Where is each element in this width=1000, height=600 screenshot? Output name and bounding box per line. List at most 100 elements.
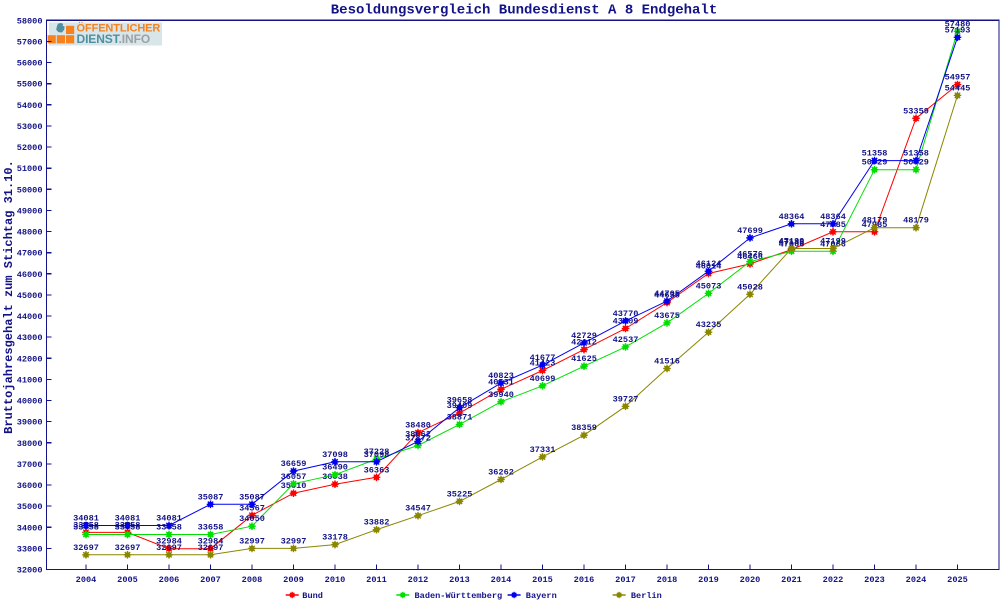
- svg-text:32697: 32697: [198, 543, 224, 553]
- svg-text:45028: 45028: [737, 282, 763, 292]
- svg-text:58000: 58000: [17, 16, 43, 26]
- svg-text:2019: 2019: [698, 575, 719, 585]
- svg-text:57000: 57000: [17, 37, 43, 47]
- svg-text:38359: 38359: [571, 423, 597, 433]
- svg-text:2012: 2012: [408, 575, 429, 585]
- svg-text:57480: 57480: [945, 19, 971, 29]
- svg-text:2021: 2021: [781, 575, 802, 585]
- svg-text:44635: 44635: [654, 291, 680, 301]
- svg-text:57193: 57193: [945, 25, 971, 35]
- svg-text:2015: 2015: [532, 575, 553, 585]
- svg-text:34567: 34567: [239, 503, 265, 513]
- svg-text:41625: 41625: [571, 354, 597, 364]
- svg-text:2018: 2018: [657, 575, 678, 585]
- svg-text:2006: 2006: [159, 575, 180, 585]
- svg-text:ÖFFENTLICHER: ÖFFENTLICHER: [77, 22, 161, 35]
- svg-text:42729: 42729: [571, 331, 597, 341]
- svg-text:48000: 48000: [17, 228, 43, 238]
- svg-text:DIENST.INFO: DIENST.INFO: [77, 32, 151, 46]
- svg-text:46000: 46000: [17, 270, 43, 280]
- svg-text:36490: 36490: [322, 463, 348, 473]
- svg-text:49000: 49000: [17, 206, 43, 216]
- svg-text:2017: 2017: [615, 575, 636, 585]
- svg-text:54957: 54957: [945, 73, 971, 83]
- svg-text:37000: 37000: [17, 460, 43, 470]
- svg-text:36057: 36057: [281, 472, 307, 482]
- svg-text:2023: 2023: [864, 575, 885, 585]
- svg-text:54000: 54000: [17, 101, 43, 111]
- svg-text:32697: 32697: [115, 543, 141, 553]
- svg-text:38062: 38062: [405, 430, 431, 440]
- svg-text:47199: 47199: [779, 237, 805, 247]
- svg-text:46014: 46014: [696, 262, 722, 272]
- svg-text:2022: 2022: [823, 575, 844, 585]
- svg-text:2016: 2016: [574, 575, 595, 585]
- svg-text:39658: 39658: [447, 396, 473, 406]
- svg-text:36000: 36000: [17, 481, 43, 491]
- svg-text:48179: 48179: [903, 216, 929, 226]
- svg-text:33000: 33000: [17, 544, 43, 554]
- svg-text:51000: 51000: [17, 164, 43, 174]
- svg-text:38871: 38871: [447, 412, 473, 422]
- svg-text:36363: 36363: [364, 465, 390, 475]
- svg-text:2010: 2010: [325, 575, 346, 585]
- svg-text:50000: 50000: [17, 185, 43, 195]
- svg-text:46124: 46124: [696, 259, 722, 269]
- svg-text:32697: 32697: [156, 543, 182, 553]
- svg-text:32997: 32997: [281, 536, 307, 546]
- svg-text:2009: 2009: [283, 575, 304, 585]
- svg-text:35087: 35087: [239, 492, 265, 502]
- svg-text:Berlin: Berlin: [631, 591, 662, 600]
- svg-text:44705: 44705: [654, 289, 680, 299]
- svg-text:43000: 43000: [17, 333, 43, 343]
- svg-text:53359: 53359: [903, 106, 929, 116]
- svg-text:38480: 38480: [405, 421, 431, 431]
- svg-text:41677: 41677: [530, 353, 556, 363]
- svg-text:47066: 47066: [779, 239, 805, 249]
- svg-text:45000: 45000: [17, 291, 43, 301]
- svg-text:Baden-Württemberg: Baden-Württemberg: [415, 591, 503, 600]
- svg-text:55000: 55000: [17, 80, 43, 90]
- svg-text:2025: 2025: [947, 575, 968, 585]
- svg-text:37331: 37331: [530, 445, 556, 455]
- svg-text:2014: 2014: [491, 575, 512, 585]
- svg-text:48364: 48364: [779, 212, 805, 222]
- svg-text:2005: 2005: [117, 575, 138, 585]
- svg-text:42000: 42000: [17, 354, 43, 364]
- svg-text:Bruttojahresgehalt zum Stichta: Bruttojahresgehalt zum Stichtag 31.10.: [2, 160, 16, 434]
- svg-text:36659: 36659: [281, 459, 307, 469]
- svg-text:33658: 33658: [198, 523, 224, 533]
- svg-text:2004: 2004: [76, 575, 97, 585]
- svg-text:44000: 44000: [17, 312, 43, 322]
- svg-text:48364: 48364: [820, 212, 846, 222]
- svg-text:40699: 40699: [530, 374, 556, 384]
- svg-text:32984: 32984: [156, 537, 182, 547]
- svg-text:34081: 34081: [156, 514, 182, 524]
- svg-text:32697: 32697: [73, 543, 99, 553]
- svg-text:32997: 32997: [239, 536, 265, 546]
- svg-text:Besoldungsvergleich Bundesdien: Besoldungsvergleich Bundesdienst A 8 End…: [331, 3, 717, 19]
- svg-text:34081: 34081: [73, 514, 99, 524]
- svg-text:42537: 42537: [613, 335, 639, 345]
- svg-text:35000: 35000: [17, 502, 43, 512]
- svg-text:33178: 33178: [322, 533, 348, 543]
- svg-text:52000: 52000: [17, 143, 43, 153]
- svg-text:35225: 35225: [447, 489, 473, 499]
- svg-text:40000: 40000: [17, 397, 43, 407]
- svg-text:51358: 51358: [862, 149, 888, 159]
- svg-text:48179: 48179: [862, 216, 888, 226]
- svg-text:35087: 35087: [198, 492, 224, 502]
- svg-text:33882: 33882: [364, 518, 390, 528]
- svg-text:47146: 47146: [779, 238, 805, 248]
- svg-text:45073: 45073: [696, 281, 722, 291]
- svg-text:2007: 2007: [200, 575, 221, 585]
- svg-text:39940: 39940: [488, 390, 514, 400]
- svg-text:46466: 46466: [737, 252, 763, 262]
- svg-text:37098: 37098: [322, 450, 348, 460]
- svg-text:34050: 34050: [239, 514, 265, 524]
- svg-text:47699: 47699: [737, 226, 763, 236]
- svg-text:53000: 53000: [17, 122, 43, 132]
- svg-text:39000: 39000: [17, 418, 43, 428]
- svg-text:54445: 54445: [945, 83, 971, 93]
- svg-text:2008: 2008: [242, 575, 263, 585]
